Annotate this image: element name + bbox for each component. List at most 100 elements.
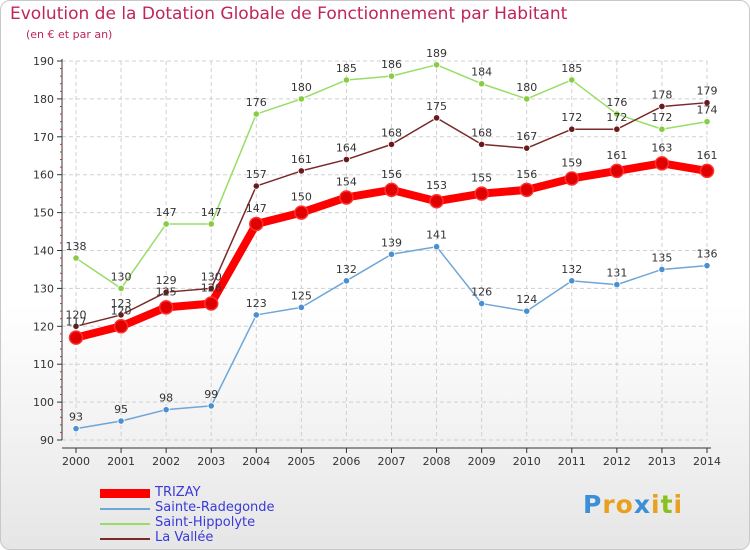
x-tick-label: 2006 — [332, 455, 360, 468]
data-point — [387, 72, 396, 80]
legend-label: TRIZAY — [155, 485, 201, 500]
y-tick-label: 100 — [33, 396, 54, 409]
data-label: 186 — [381, 58, 402, 71]
data-label: 130 — [111, 270, 132, 283]
data-label: 141 — [426, 229, 447, 242]
x-tick-label: 2013 — [648, 455, 676, 468]
data-label: 147 — [156, 206, 177, 219]
data-point — [568, 277, 576, 285]
data-point — [474, 186, 489, 201]
data-label: 172 — [561, 111, 582, 124]
data-label: 132 — [336, 263, 357, 276]
data-label: 125 — [291, 289, 312, 302]
data-point — [207, 220, 215, 228]
data-point — [432, 114, 441, 122]
data-label: 179 — [697, 85, 718, 98]
data-label: 147 — [246, 202, 267, 215]
data-point — [203, 296, 219, 311]
data-label: 156 — [516, 168, 537, 181]
data-label: 131 — [606, 267, 627, 280]
data-point — [117, 284, 125, 292]
x-tick-label: 2010 — [513, 455, 541, 468]
data-label: 184 — [471, 66, 492, 79]
data-label: 123 — [111, 297, 132, 310]
data-point — [703, 262, 711, 270]
data-label: 176 — [246, 96, 267, 109]
data-point — [117, 311, 125, 319]
data-label: 180 — [516, 81, 537, 94]
data-label: 150 — [291, 191, 312, 204]
data-label: 180 — [291, 81, 312, 94]
data-label: 168 — [471, 126, 492, 139]
legend-swatch — [100, 523, 150, 525]
data-point — [342, 277, 351, 285]
data-point — [519, 182, 534, 198]
data-point — [297, 95, 305, 103]
data-label: 154 — [336, 175, 357, 188]
x-tick-label: 2014 — [693, 455, 721, 468]
data-label: 123 — [246, 297, 267, 310]
data-label: 168 — [381, 126, 402, 139]
logo-letter: x — [633, 490, 651, 519]
y-tick-label: 120 — [33, 320, 54, 333]
legend-swatch — [100, 538, 150, 540]
data-point — [658, 102, 666, 111]
y-tick-label: 130 — [33, 282, 54, 295]
legend-label: Sainte-Radegonde — [155, 500, 275, 515]
data-point — [613, 110, 621, 118]
data-label: 124 — [516, 293, 537, 306]
data-point — [339, 190, 354, 205]
x-tick-label: 2012 — [603, 455, 631, 468]
data-point — [703, 99, 711, 107]
chart-subtitle: (en € et par an) — [26, 28, 113, 41]
x-tick-label: 2001 — [107, 455, 135, 468]
data-label: 172 — [651, 111, 672, 124]
data-label: 126 — [201, 282, 222, 295]
data-point — [658, 265, 666, 274]
data-point — [158, 300, 174, 315]
data-label: 138 — [66, 240, 87, 253]
data-point — [249, 216, 264, 232]
data-point — [252, 110, 260, 118]
data-label: 132 — [561, 263, 582, 276]
data-label: 167 — [516, 130, 537, 143]
data-label: 157 — [246, 168, 267, 181]
logo-letter: P — [583, 490, 603, 519]
data-point — [297, 167, 305, 175]
proxiti-logo: Proxiti — [583, 490, 683, 519]
data-point — [654, 156, 670, 171]
data-label: 175 — [426, 100, 447, 113]
data-point — [478, 80, 486, 88]
data-label: 159 — [561, 156, 582, 169]
x-tick-label: 2007 — [378, 455, 406, 468]
logo-letter: i — [673, 490, 684, 519]
data-point — [703, 118, 711, 126]
data-point — [162, 288, 170, 296]
data-point — [387, 250, 396, 258]
data-point — [342, 76, 351, 84]
x-tick-label: 2000 — [62, 455, 90, 468]
data-point — [297, 303, 305, 311]
data-point — [252, 182, 260, 190]
logo-letter: r — [602, 490, 616, 519]
data-label: 163 — [651, 141, 672, 154]
data-label: 147 — [201, 206, 222, 219]
data-point — [72, 322, 80, 330]
y-tick-label: 110 — [33, 358, 54, 371]
data-point — [699, 163, 715, 179]
data-point — [113, 319, 129, 334]
data-label: 139 — [381, 236, 402, 249]
y-tick-label: 90 — [40, 434, 54, 447]
data-label: 120 — [66, 308, 87, 321]
data-label: 185 — [336, 62, 357, 75]
data-point — [72, 425, 80, 433]
data-point — [252, 311, 260, 319]
data-label: 93 — [69, 411, 83, 424]
data-point — [342, 155, 351, 164]
data-label: 161 — [606, 149, 627, 162]
data-point — [429, 193, 444, 209]
data-label: 161 — [697, 149, 718, 162]
data-point — [72, 254, 80, 262]
data-point — [162, 406, 170, 414]
